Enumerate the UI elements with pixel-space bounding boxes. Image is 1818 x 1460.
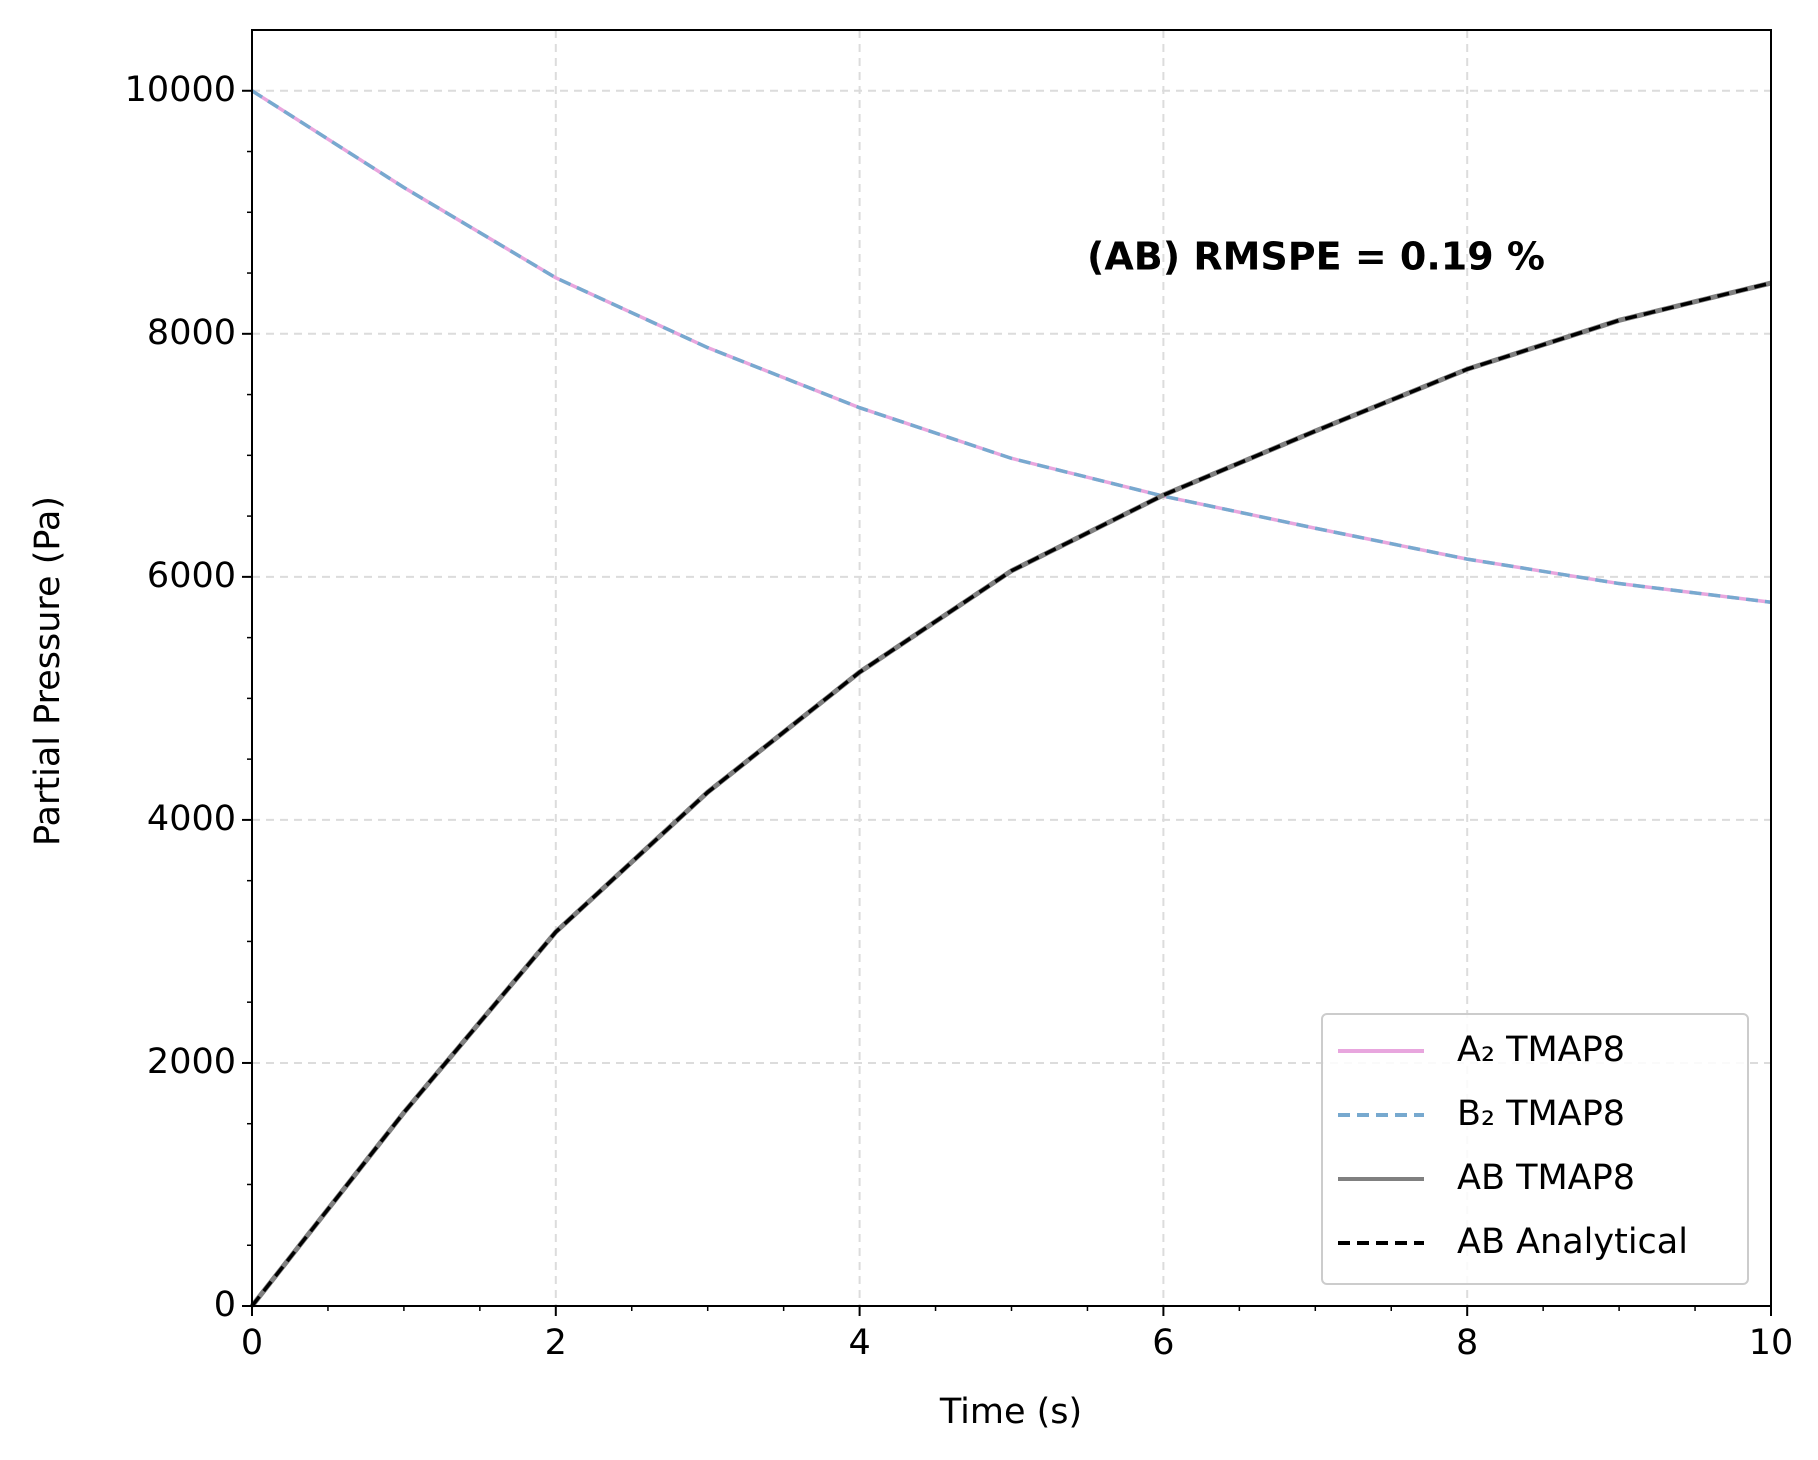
legend-label: A₂ TMAP8 [1457, 1030, 1625, 1070]
annotation: (AB) RMSPE = 0.19 % [1087, 235, 1545, 279]
series-line [251, 89, 1772, 604]
y-tick-label: 6000 [147, 556, 236, 596]
series-line [250, 281, 1772, 1308]
legend-label: AB TMAP8 [1457, 1158, 1635, 1198]
y-tick-label: 10000 [125, 70, 236, 110]
x-tick-label: 10 [1749, 1323, 1794, 1363]
x-tick-label: 0 [241, 1323, 263, 1363]
legend-label: B₂ TMAP8 [1457, 1094, 1625, 1134]
x-tick-label: 4 [848, 1323, 870, 1363]
y-tick-label: 4000 [147, 799, 236, 839]
y-axis-label: Partial Pressure (Pa) [28, 496, 68, 846]
x-tick-label: 8 [1456, 1323, 1478, 1363]
legend-box [1321, 1013, 1749, 1285]
x-axis-label: Time (s) [939, 1392, 1082, 1432]
x-tick-label: 2 [545, 1323, 567, 1363]
y-tick-label: 2000 [147, 1042, 236, 1082]
legend-label: AB Analytical [1457, 1222, 1688, 1262]
x-tick-label: 6 [1152, 1323, 1174, 1363]
y-tick-label: 8000 [147, 313, 236, 353]
y-tick-label: 0 [214, 1285, 236, 1325]
plot-frame [251, 29, 1772, 1307]
